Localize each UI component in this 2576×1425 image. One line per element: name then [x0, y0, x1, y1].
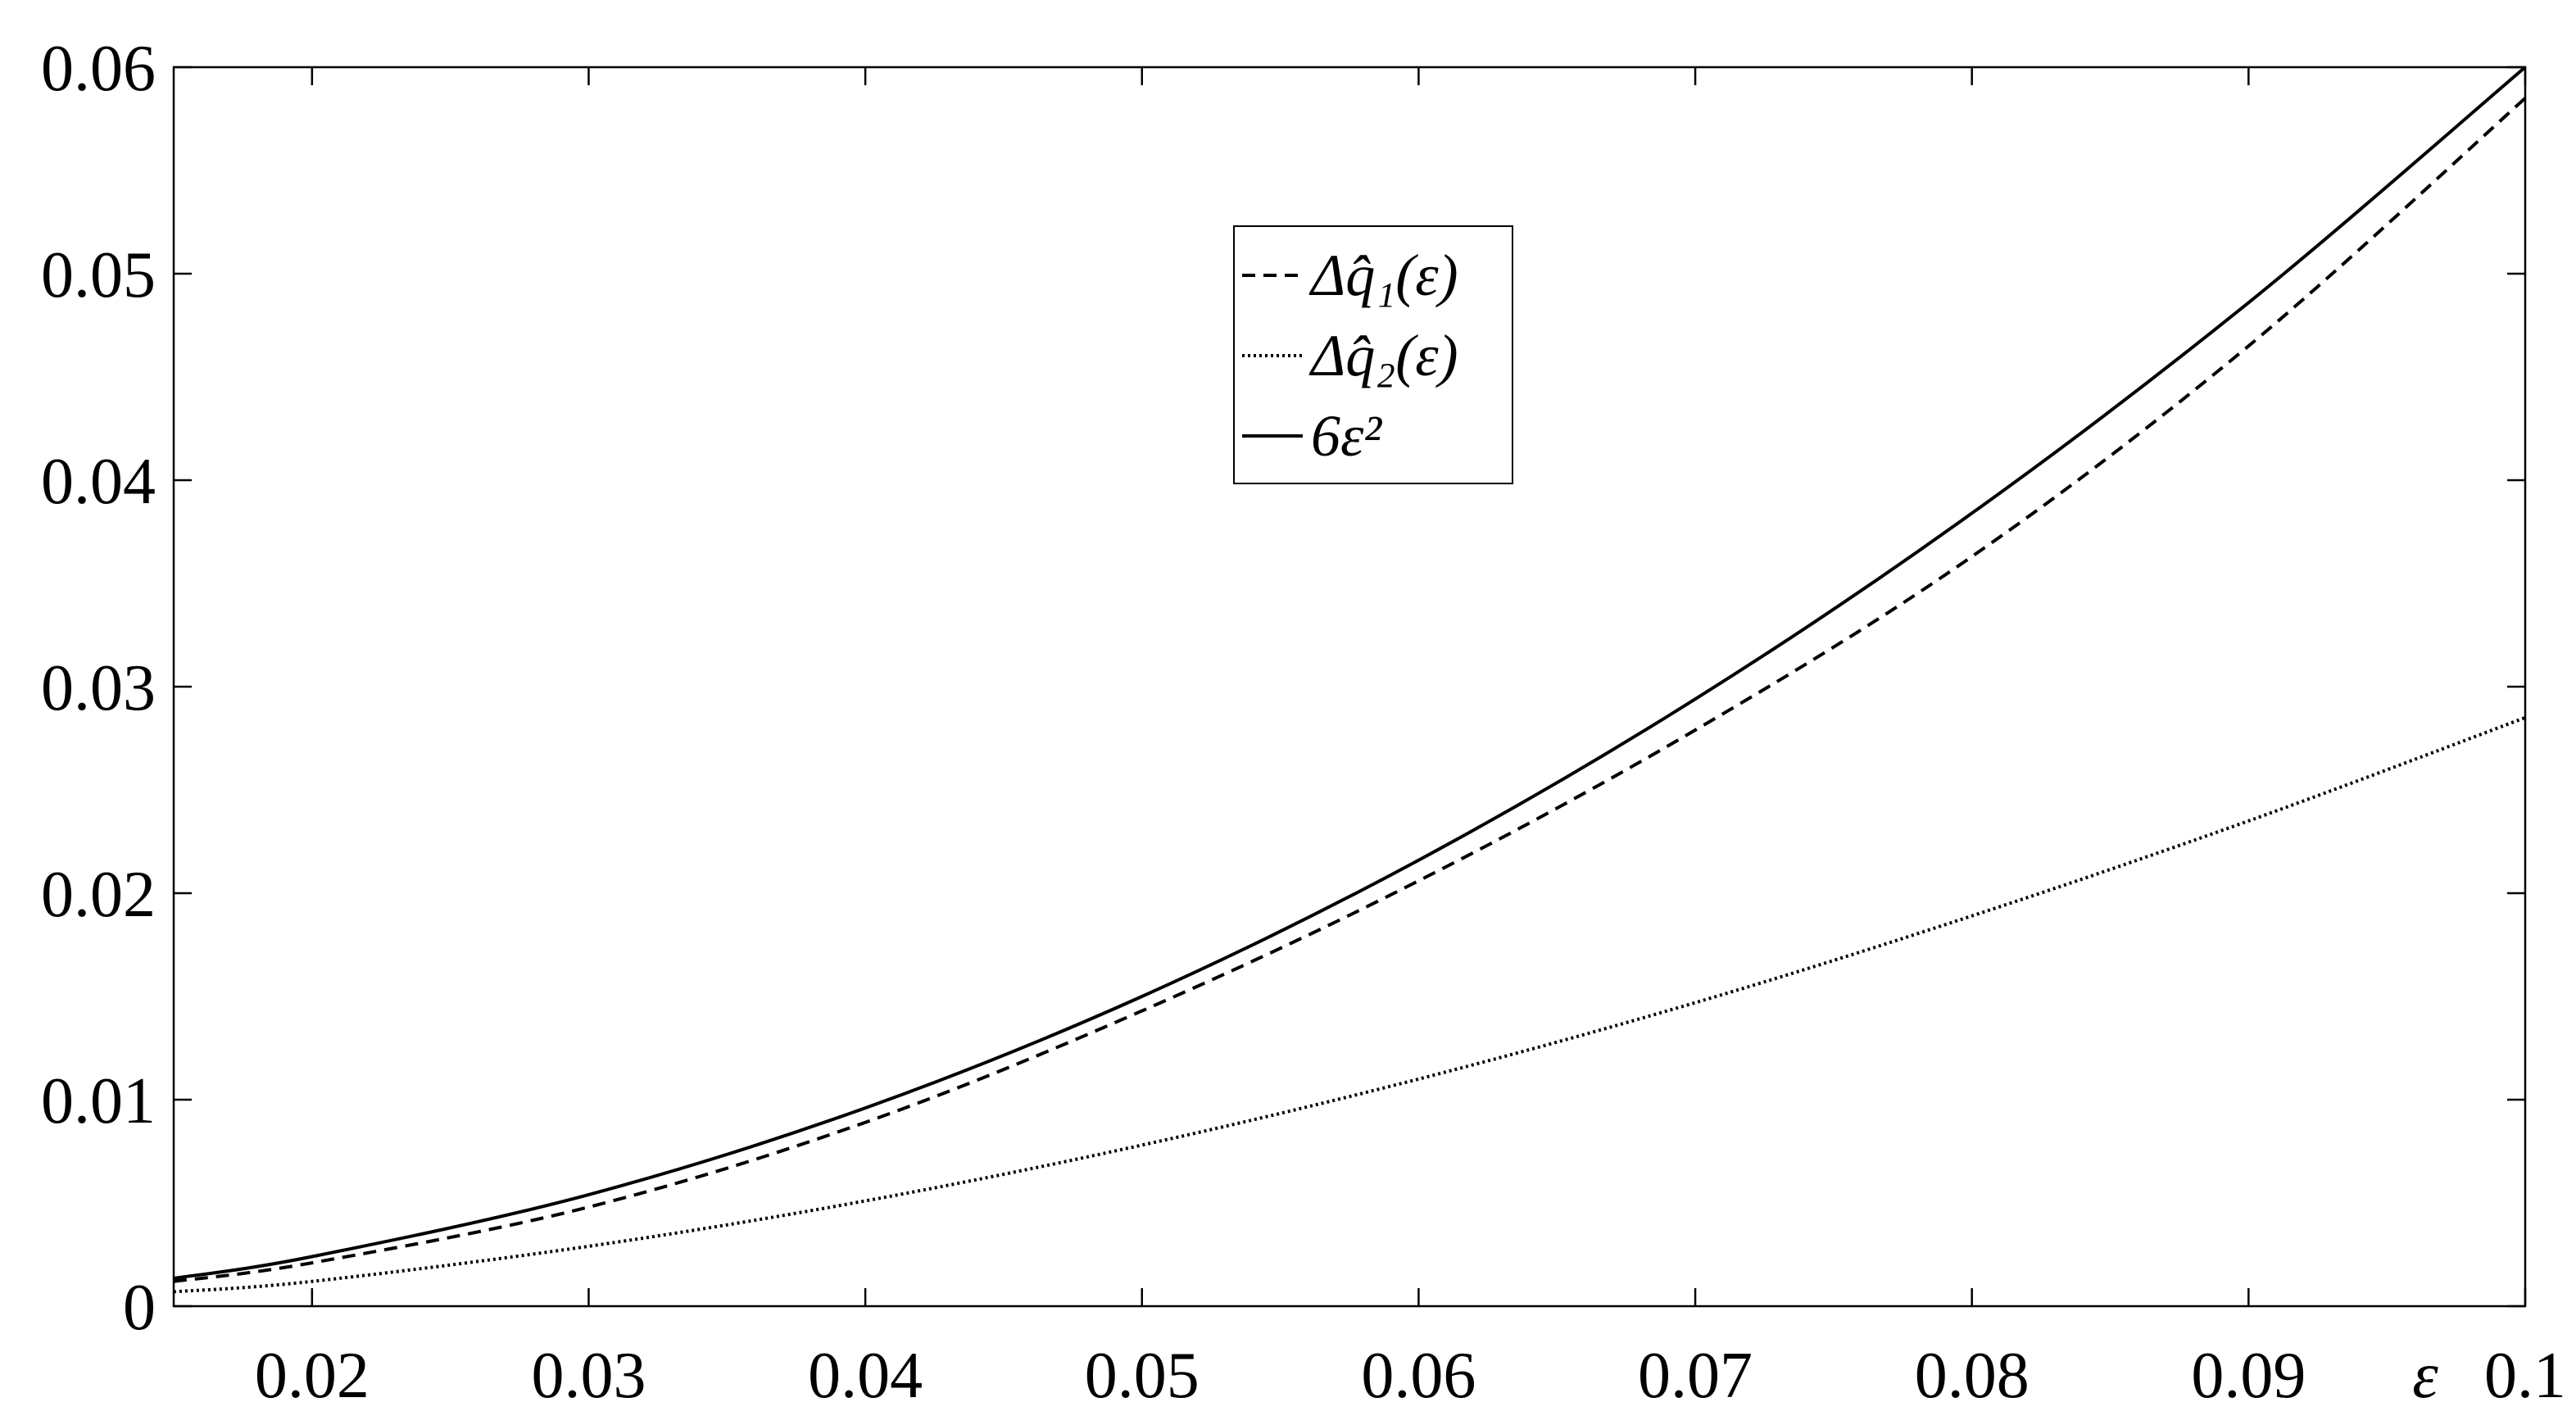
- x-tick-label: 0.04: [808, 1340, 923, 1412]
- y-tick-label: 0.04: [41, 446, 156, 518]
- y-tick-label: 0.01: [41, 1065, 156, 1137]
- x-tick-label: 0.02: [255, 1340, 370, 1412]
- y-tick-label: 0.02: [41, 859, 156, 931]
- x-tick-label: 0.08: [1915, 1340, 2030, 1412]
- ticks-layer: 0.02 0.03 0.04 0.05 0.06 0.07 0.08 0.09 0.1 0 0.01…: [41, 33, 2566, 1412]
- x-tick-label: 0.03: [531, 1340, 646, 1412]
- legend-label-1: Δq̂₂(ε): [1308, 323, 1458, 388]
- series-layer: [173, 66, 2527, 1294]
- y-tick-label: 0.05: [41, 239, 156, 311]
- legend: Δq̂₁(ε) Δq̂₂(ε) 6ε²: [1233, 225, 1513, 484]
- x-tick-label: 0.1: [2484, 1340, 2566, 1412]
- legend-box: [1233, 225, 1513, 484]
- legend-label-2: 6ε²: [1311, 403, 1382, 469]
- y-tick-label: 0.03: [41, 652, 156, 724]
- series-line-2: [173, 66, 2527, 1280]
- x-tick-label: 0.09: [2191, 1340, 2306, 1412]
- x-tick-label: 0.05: [1085, 1340, 1200, 1412]
- y-tick-label: 0: [123, 1272, 156, 1344]
- series-line-1: [173, 715, 2526, 1294]
- x-tick-label: 0.06: [1361, 1340, 1476, 1412]
- legend-entries: Δq̂₁(ε) Δq̂₂(ε) 6ε²: [1242, 243, 1458, 469]
- y-tick-label: 0.06: [41, 33, 156, 105]
- series-line-0: [173, 97, 2527, 1283]
- x-tick-label: 0.07: [1638, 1340, 1753, 1412]
- x-axis-label: ε: [2412, 1340, 2438, 1412]
- legend-label-0: Δq̂₁(ε): [1308, 243, 1458, 308]
